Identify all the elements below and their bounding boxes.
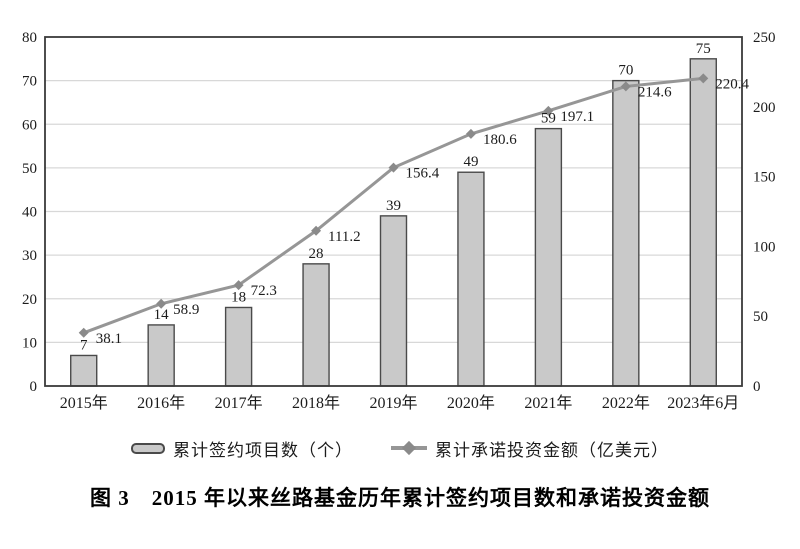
x-axis-category-label: 2016年 [137, 394, 185, 412]
left-axis-tick-label: 30 [22, 248, 37, 264]
legend-label-bars: 累计签约项目数（个） [173, 440, 353, 460]
diamond-marker [311, 225, 322, 236]
line-value-label: 197.1 [560, 109, 594, 125]
chart-legend: 累计签约项目数（个） 累计承诺投资金额（亿美元） [0, 433, 800, 463]
right-axis-tick-label: 250 [753, 30, 776, 46]
figure-caption: 图 3 2015 年以来丝路基金历年累计签约项目数和承诺投资金额 [90, 486, 710, 510]
legend-label-line: 累计承诺投资金额（亿美元） [435, 440, 669, 460]
legend-item-line: 累计承诺投资金额（亿美元） [391, 436, 669, 461]
bar-swatch-icon [131, 442, 165, 454]
diamond-marker [156, 298, 167, 309]
diamond-marker [78, 327, 89, 338]
bar [457, 171, 485, 387]
diamond-marker [620, 81, 631, 92]
x-axis-category-label: 2018年 [292, 394, 340, 412]
bar [534, 127, 563, 387]
left-axis-tick-label: 10 [22, 335, 37, 351]
diamond-marker [465, 128, 476, 139]
line-value-label: 214.6 [638, 84, 672, 100]
bar-value-label: 59 [541, 111, 556, 127]
x-axis-category-label: 2022年 [602, 394, 650, 412]
right-axis-tick-label: 100 [753, 239, 776, 255]
left-axis-tick-label: 60 [22, 117, 37, 133]
bar [224, 306, 253, 387]
line-value-label: 72.3 [251, 283, 277, 299]
x-axis-category-label: 2019年 [369, 394, 417, 412]
left-axis-tick-label: 80 [22, 30, 37, 46]
left-axis-tick-label: 40 [22, 205, 37, 221]
right-axis-tick-label: 150 [753, 170, 776, 186]
bar-value-label: 14 [154, 307, 170, 323]
bar-value-label: 7 [80, 337, 88, 353]
bar [612, 79, 640, 387]
left-axis-tick-label: 70 [22, 74, 37, 90]
chart-canvas: 7 14 18 28 39 49 59 70 75 38.1 58.9 72.3 111.2 156.4 1… [22, 30, 776, 412]
left-axis-tick-label: 0 [30, 379, 38, 395]
bar [689, 58, 717, 387]
bar [302, 263, 330, 387]
x-axis-category-label: 2017年 [215, 394, 263, 412]
x-axis-category-label: 2015年 [60, 394, 108, 412]
bar [147, 324, 175, 387]
right-axis-tick-label: 50 [753, 309, 768, 325]
left-axis-tick-label: 20 [22, 292, 37, 308]
bar [70, 354, 98, 387]
right-axis-tick-label: 0 [753, 379, 761, 395]
diamond-marker [698, 73, 709, 84]
line-value-label: 156.4 [406, 166, 440, 182]
bar-value-label: 39 [386, 198, 401, 214]
line-value-label: 38.1 [96, 331, 122, 347]
bar-value-label: 49 [463, 154, 478, 170]
line-diamond-swatch-icon [391, 440, 427, 456]
bar-value-label: 18 [231, 289, 246, 305]
line-value-label: 180.6 [483, 132, 517, 148]
x-axis-category-label: 2021年 [524, 394, 572, 412]
line-value-label: 58.9 [173, 302, 199, 318]
left-axis-tick-label: 50 [22, 161, 37, 177]
chart-area: 7 14 18 28 39 49 59 70 75 38.1 58.9 72.3 111.2 156.4 1… [22, 30, 776, 412]
line-value-label: 111.2 [328, 229, 361, 245]
diamond-marker [233, 280, 244, 291]
legend-item-bars: 累计签约项目数（个） [131, 436, 353, 461]
diamond-marker [543, 105, 554, 116]
right-axis-tick-label: 200 [753, 100, 776, 116]
plot-border [44, 36, 743, 387]
bar [379, 215, 408, 387]
x-axis-category-label: 2023年6月 [667, 394, 739, 412]
bar-value-label: 75 [696, 41, 711, 57]
bar-value-label: 28 [309, 246, 324, 262]
x-axis-category-label: 2020年 [447, 394, 495, 412]
line-value-label: 220.4 [715, 76, 749, 92]
bar-value-label: 70 [618, 63, 633, 79]
diamond-marker [388, 162, 399, 173]
